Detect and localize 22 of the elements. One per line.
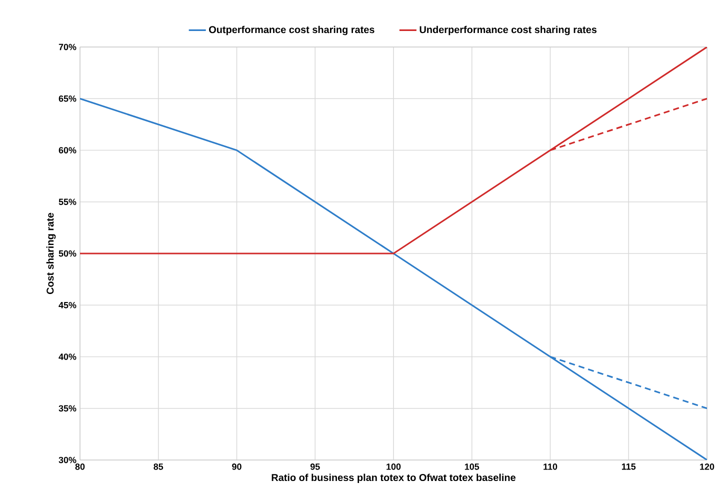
y-tick-label: 55%: [58, 198, 76, 206]
y-tick-label: 30%: [58, 456, 76, 464]
x-tick-label: 90: [232, 464, 242, 470]
x-tick-label: 85: [154, 464, 164, 470]
x-tick-label: 95: [310, 464, 320, 470]
x-tick-label: 105: [464, 464, 480, 470]
x-axis-title: Ratio of business plan totex to Ofwat totex baseline: [272, 474, 516, 483]
y-tick-label: 35%: [58, 405, 76, 412]
x-tick-label: 110: [544, 464, 558, 470]
y-tick-label: 50%: [58, 250, 76, 257]
y-tick-label: 45%: [58, 302, 76, 308]
legend-label: Outperformance cost sharing rates: [209, 26, 374, 36]
y-tick-label: 65%: [58, 95, 76, 102]
y-tick-label: 70%: [58, 44, 76, 50]
x-tick-label: 80: [75, 464, 85, 470]
y-axis-title: Cost sharing rate: [46, 212, 56, 294]
x-tick-label: 120: [700, 464, 714, 470]
x-tick-label: 115: [622, 464, 636, 470]
y-tick-label: 60%: [58, 147, 76, 154]
y-tick-label: 40%: [58, 354, 76, 360]
legend-label: Underperformance cost sharing rates: [420, 26, 597, 36]
x-tick-label: 100: [386, 464, 401, 470]
